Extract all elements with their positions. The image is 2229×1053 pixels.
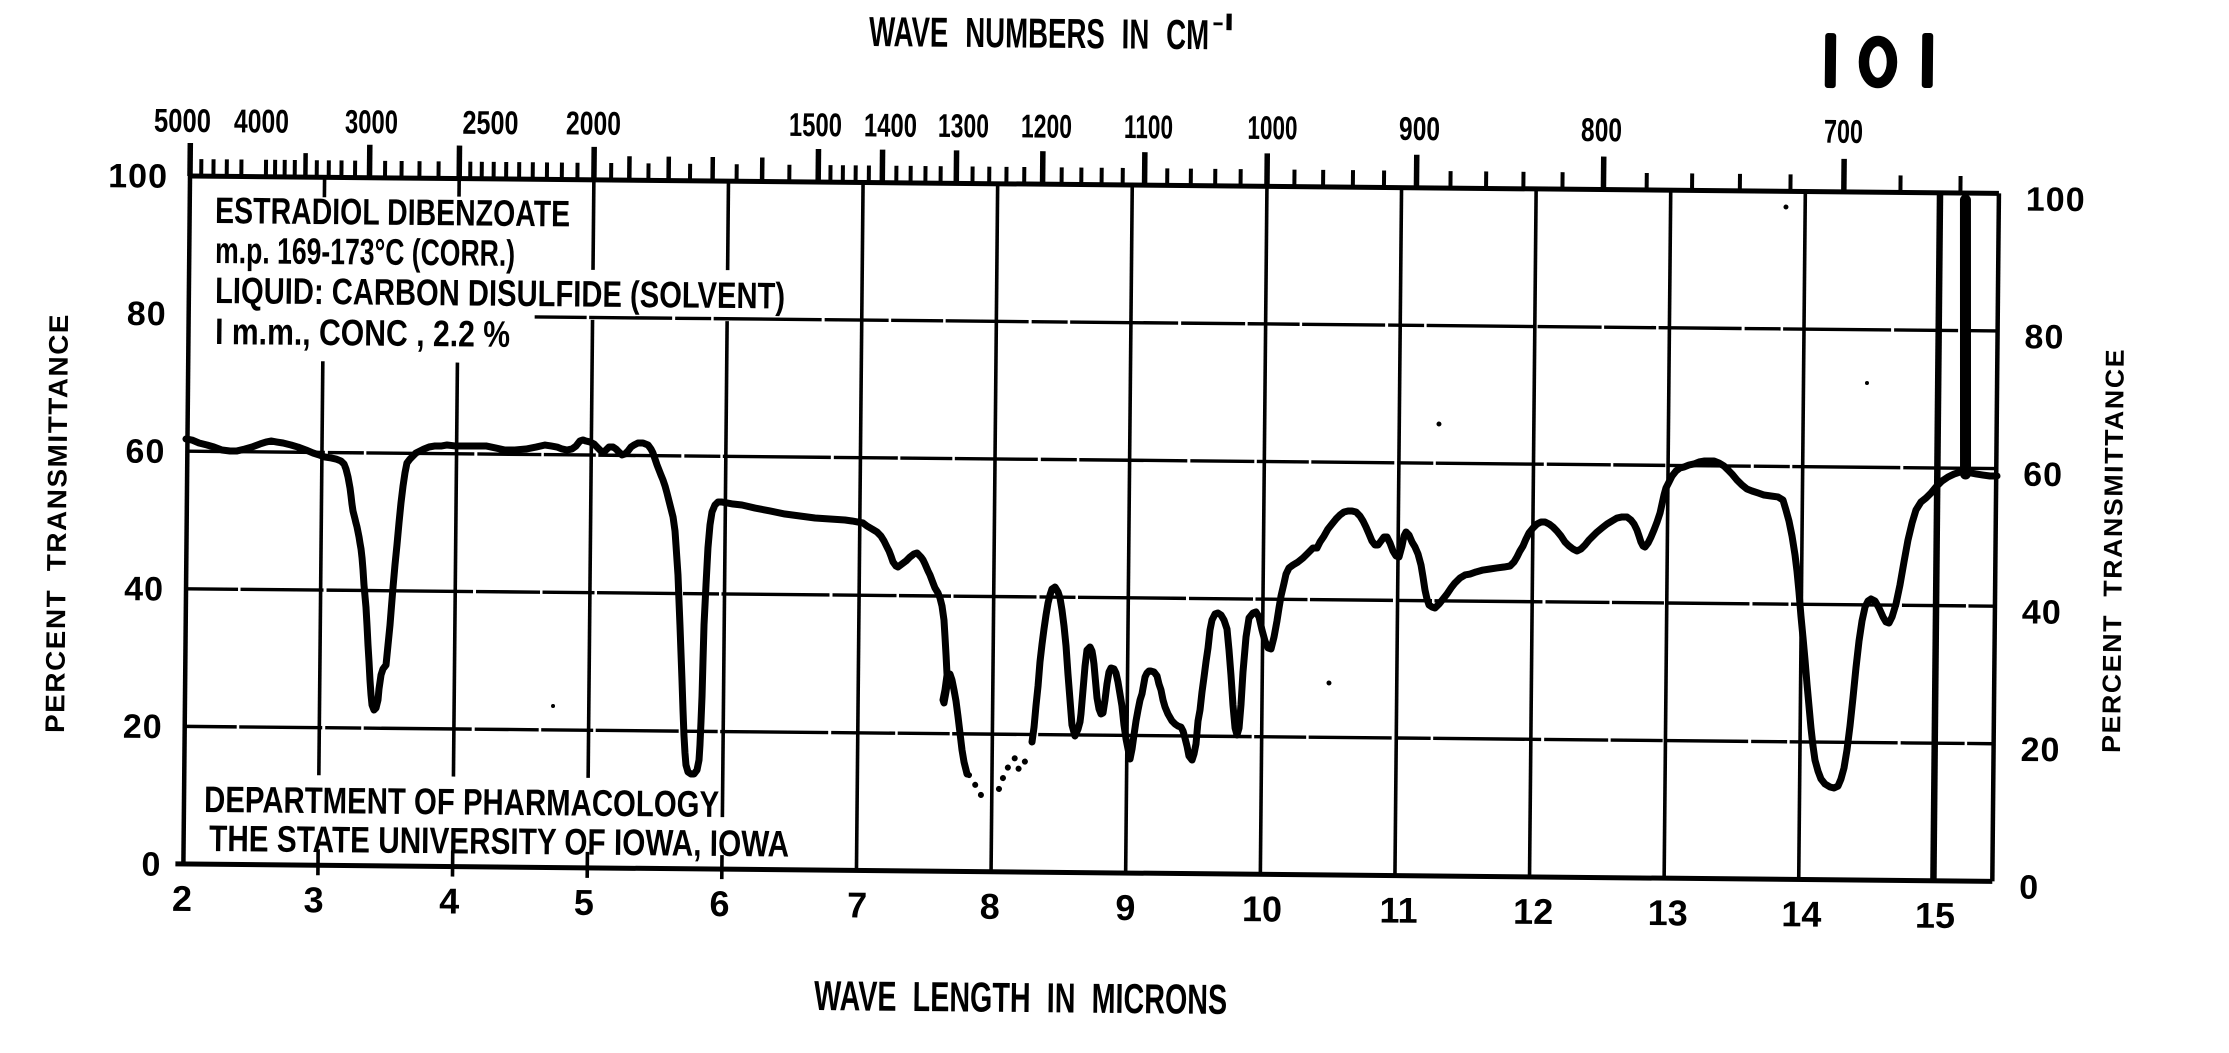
svg-text:14: 14 (1781, 893, 1821, 934)
svg-text:WAVE LENGTH IN MICRONS: WAVE LENGTH IN MICRONS (814, 972, 1227, 1023)
svg-text:11: 11 (1379, 889, 1417, 930)
svg-text:0: 0 (2019, 869, 2039, 907)
svg-text:700: 700 (1824, 113, 1863, 150)
svg-text:1500: 1500 (789, 106, 842, 144)
svg-text:40: 40 (2022, 593, 2062, 631)
svg-text:10: 10 (1242, 888, 1282, 929)
svg-text:2: 2 (172, 878, 192, 919)
svg-text:15: 15 (1915, 895, 1955, 936)
svg-text:800: 800 (1581, 111, 1622, 148)
svg-text:9: 9 (1115, 887, 1135, 928)
svg-text:100: 100 (2026, 181, 2086, 220)
svg-text:1400: 1400 (864, 106, 917, 144)
svg-text:2000: 2000 (566, 104, 621, 142)
svg-text:80: 80 (2024, 318, 2064, 356)
svg-text:7: 7 (847, 884, 867, 925)
svg-text:60: 60 (125, 433, 165, 471)
svg-text:1100: 1100 (1124, 108, 1173, 145)
svg-text:1300: 1300 (938, 107, 989, 144)
svg-text:4000: 4000 (234, 102, 289, 140)
svg-text:1000: 1000 (1247, 109, 1297, 146)
svg-text:40: 40 (124, 570, 164, 608)
svg-text:1200: 1200 (1021, 107, 1072, 144)
svg-text:60: 60 (2023, 456, 2063, 494)
svg-text:WAVE NUMBERS IN CM: WAVE NUMBERS IN CM (869, 8, 1209, 58)
svg-text:5000: 5000 (154, 102, 211, 140)
svg-text:3: 3 (303, 879, 323, 920)
svg-text:4: 4 (439, 880, 459, 921)
svg-text:100: 100 (108, 157, 168, 196)
svg-text:LIQUID: CARBON DISULFIDE (SOLV: LIQUID: CARBON DISULFIDE (SOLVENT) (215, 270, 785, 316)
svg-text:12: 12 (1513, 891, 1553, 932)
svg-text:ESTRADIOL DIBENZOATE: ESTRADIOL DIBENZOATE (215, 190, 570, 234)
svg-text:DEPARTMENT OF PHARMACOLOGY: DEPARTMENT OF PHARMACOLOGY (204, 779, 720, 825)
svg-text:PERCENT TRANSMITTANCE: PERCENT TRANSMITTANCE (2096, 348, 2130, 753)
svg-text:20: 20 (123, 708, 163, 746)
svg-text:m.p. 169-173°C (CORR.): m.p. 169-173°C (CORR.) (215, 230, 515, 274)
svg-text:2500: 2500 (462, 104, 518, 142)
svg-text:80: 80 (127, 295, 167, 333)
svg-text:0: 0 (141, 846, 161, 884)
svg-text:3000: 3000 (345, 103, 398, 141)
svg-text:-I: -I (1212, 9, 1234, 36)
svg-text:5: 5 (574, 882, 594, 923)
svg-text:I m.m., CONC , 2.2 %: I m.m., CONC , 2.2 % (215, 311, 510, 355)
svg-text:6: 6 (709, 883, 729, 924)
svg-text:THE STATE UNIVERSITY OF IOWA,: THE STATE UNIVERSITY OF IOWA, IOWA (209, 818, 789, 865)
svg-text:900: 900 (1399, 110, 1440, 147)
svg-text:20: 20 (2020, 731, 2060, 769)
svg-text:PERCENT TRANSMITTANCE: PERCENT TRANSMITTANCE (40, 313, 74, 733)
svg-text:8: 8 (980, 886, 1000, 927)
svg-text:13: 13 (1648, 892, 1688, 933)
